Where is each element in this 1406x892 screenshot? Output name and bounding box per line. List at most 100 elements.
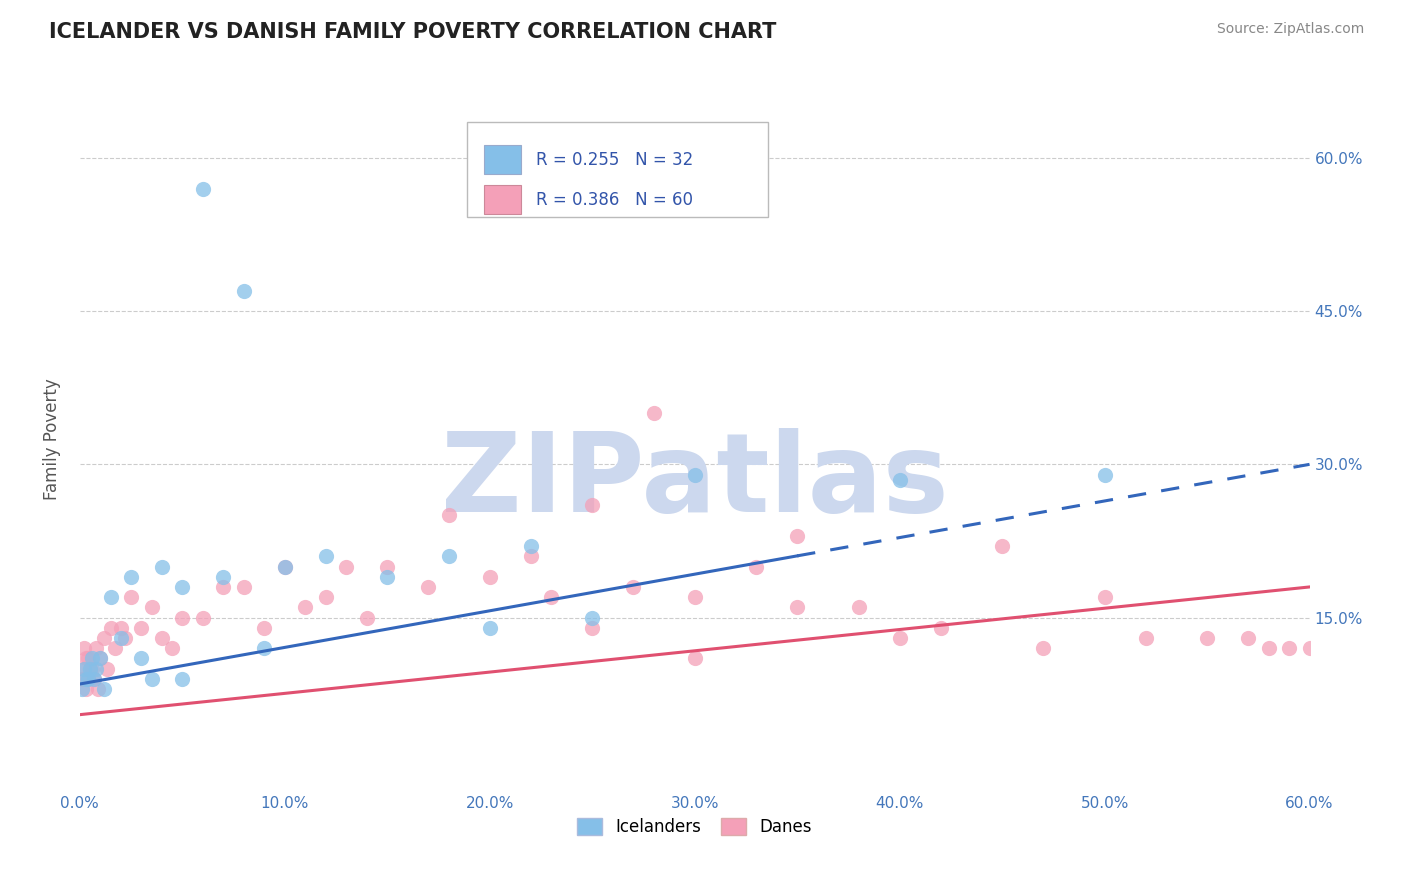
Point [110, 621, 132, 635]
Point [120, 590, 142, 604]
Point [519, 539, 541, 553]
Point [77, 651, 100, 665]
Point [79, 662, 101, 676]
Point [93, 631, 115, 645]
Point [294, 600, 316, 615]
Point [253, 641, 276, 656]
Point [315, 590, 337, 604]
Point [150, 631, 173, 645]
Legend: Icelanders, Danes: Icelanders, Danes [571, 812, 818, 843]
Point [89, 651, 111, 665]
Point [418, 580, 440, 594]
Point [786, 600, 808, 615]
Point [991, 539, 1014, 553]
Point [150, 559, 173, 574]
Point [212, 580, 235, 594]
Point [1278, 641, 1301, 656]
Point [172, 672, 194, 686]
Point [848, 600, 870, 615]
Point [131, 621, 153, 635]
Point [83, 672, 105, 686]
Point [70, 682, 93, 697]
Point [120, 570, 142, 584]
Point [1135, 631, 1157, 645]
Point [73, 641, 96, 656]
Point [232, 580, 254, 594]
Point [82, 662, 104, 676]
Point [581, 621, 603, 635]
Bar [485, 185, 522, 214]
Point [437, 549, 460, 564]
Point [160, 641, 183, 656]
Point [89, 651, 111, 665]
Point [375, 559, 398, 574]
Point [1237, 631, 1260, 645]
Point [82, 651, 104, 665]
Point [84, 662, 107, 676]
Point [375, 570, 398, 584]
Point [75, 651, 97, 665]
Point [356, 610, 378, 624]
Point [114, 631, 136, 645]
Point [104, 641, 127, 656]
Point [172, 610, 194, 624]
Point [786, 529, 808, 543]
Point [683, 590, 706, 604]
Point [478, 570, 501, 584]
Point [79, 662, 101, 676]
Point [84, 641, 107, 656]
Point [75, 682, 97, 697]
Point [232, 284, 254, 298]
Point [77, 672, 100, 686]
Point [335, 559, 357, 574]
Point [315, 549, 337, 564]
Point [889, 631, 911, 645]
FancyBboxPatch shape [467, 121, 769, 217]
Point [1257, 641, 1279, 656]
Point [929, 621, 952, 635]
Text: Source: ZipAtlas.com: Source: ZipAtlas.com [1216, 22, 1364, 37]
Point [1195, 631, 1218, 645]
Point [83, 672, 105, 686]
Point [745, 559, 768, 574]
Point [93, 682, 115, 697]
Point [540, 590, 562, 604]
Point [1094, 590, 1116, 604]
Text: ICELANDER VS DANISH FAMILY POVERTY CORRELATION CHART: ICELANDER VS DANISH FAMILY POVERTY CORRE… [49, 22, 776, 42]
Point [191, 610, 214, 624]
Point [75, 672, 97, 686]
Text: R = 0.386   N = 60: R = 0.386 N = 60 [536, 191, 693, 209]
Point [70, 672, 93, 686]
Point [100, 590, 122, 604]
Point [1032, 641, 1054, 656]
Point [110, 631, 132, 645]
Point [478, 621, 501, 635]
Point [73, 662, 96, 676]
Point [77, 672, 100, 686]
Point [141, 672, 163, 686]
Point [100, 621, 122, 635]
Text: R = 0.255   N = 32: R = 0.255 N = 32 [536, 151, 693, 169]
Point [73, 662, 96, 676]
Point [437, 508, 460, 523]
Point [274, 559, 297, 574]
Point [581, 498, 603, 512]
Point [1094, 467, 1116, 482]
Point [274, 559, 297, 574]
Point [643, 406, 665, 420]
Point [131, 651, 153, 665]
Point [141, 600, 163, 615]
Text: ZIPatlas: ZIPatlas [441, 427, 949, 534]
Point [212, 570, 235, 584]
Point [889, 473, 911, 487]
Point [191, 181, 214, 195]
Point [253, 621, 276, 635]
Point [683, 651, 706, 665]
Point [683, 467, 706, 482]
Point [1298, 641, 1320, 656]
Bar [485, 145, 522, 175]
Point [581, 610, 603, 624]
Y-axis label: Family Poverty: Family Poverty [44, 378, 60, 500]
Point [87, 682, 110, 697]
Point [519, 549, 541, 564]
